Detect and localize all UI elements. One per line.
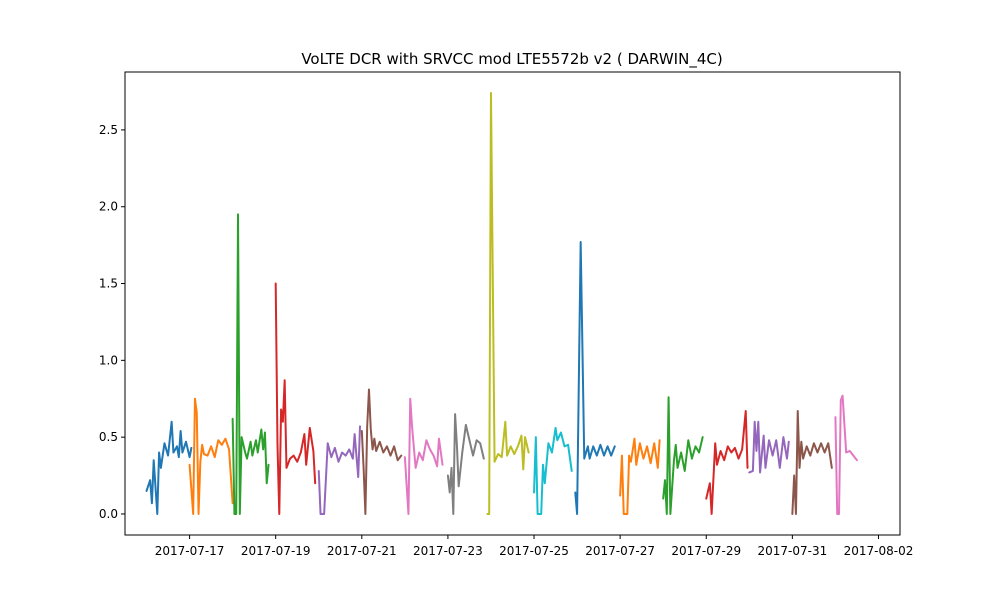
x-tick-label: 2017-07-27 — [585, 544, 655, 558]
series-line-12 — [619, 437, 661, 515]
y-tick-label: 1.5 — [99, 277, 118, 291]
x-tick-label: 2017-07-23 — [413, 544, 483, 558]
y-tick-label: 0.0 — [99, 507, 118, 521]
x-tick-label: 2017-07-29 — [671, 544, 741, 558]
series-line-9 — [486, 92, 530, 515]
axes-layer: 0.0 0.5 1.0 1.5 2.0 2.5 2017-07-17 2017-07-19 20… — [99, 71, 914, 558]
series-line-16 — [791, 410, 833, 515]
series-line-11 — [574, 241, 616, 515]
y-tick-label: 2.0 — [99, 200, 118, 214]
series-line-7 — [403, 397, 444, 515]
x-tick-label: 2017-08-02 — [844, 544, 914, 558]
series-line-6 — [360, 388, 403, 515]
y-tick-label: 0.5 — [99, 430, 118, 444]
series-line-8 — [446, 413, 485, 515]
x-tick-label: 2017-07-19 — [241, 544, 311, 558]
y-tick-label: 1.0 — [99, 353, 118, 367]
series-line-10 — [533, 426, 573, 515]
series-line-2 — [188, 397, 234, 515]
series-line-3 — [231, 213, 270, 515]
series-line-13 — [662, 396, 704, 515]
chart-title: VoLTE DCR with SRVCC mod LTE5572b v2 ( D… — [301, 50, 722, 69]
series-layer — [145, 92, 858, 515]
x-tick-label: 2017-07-21 — [327, 544, 397, 558]
x-tick-label: 2017-07-25 — [499, 544, 569, 558]
series-line-14 — [705, 410, 749, 515]
plot-frame — [124, 71, 901, 536]
series-line-15 — [748, 420, 790, 474]
y-tick-label: 2.5 — [99, 123, 118, 137]
series-line-17 — [834, 394, 858, 515]
series-line-1 — [145, 420, 193, 515]
x-tick-label: 2017-07-31 — [757, 544, 827, 558]
series-line-4 — [274, 282, 317, 515]
x-tick-label: 2017-07-17 — [155, 544, 225, 558]
series-line-5 — [317, 425, 362, 515]
